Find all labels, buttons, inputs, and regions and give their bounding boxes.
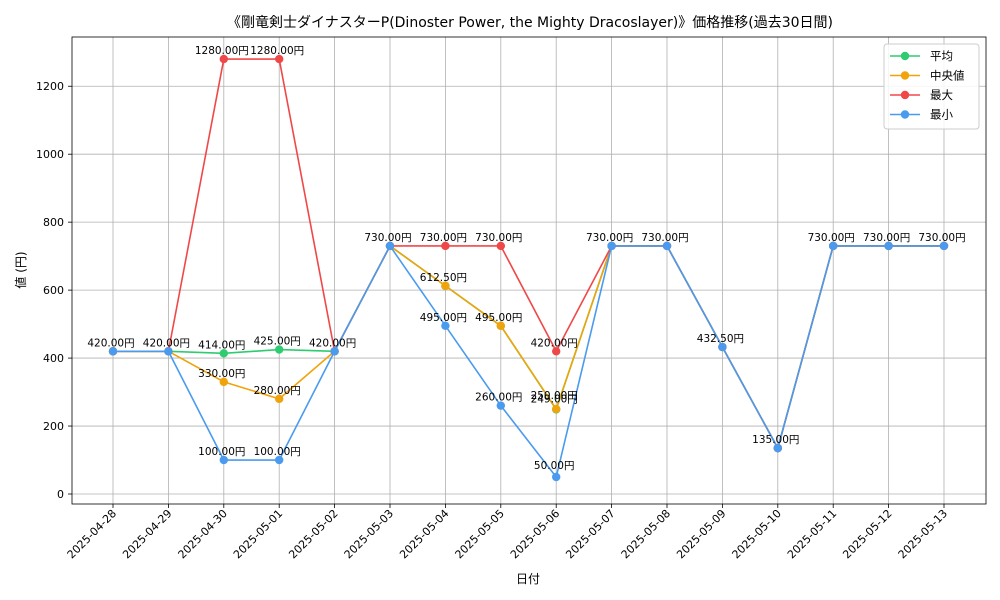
data-point bbox=[552, 404, 561, 414]
data-point bbox=[496, 241, 505, 251]
data-label: 260.00円 bbox=[475, 392, 522, 404]
y-tick-label: 600 bbox=[43, 284, 64, 297]
legend-item-3: 最小 bbox=[890, 108, 953, 122]
data-point bbox=[108, 347, 118, 356]
data-point bbox=[441, 281, 450, 291]
data-label: 432.50円 bbox=[697, 333, 744, 345]
data-label: 420.00円 bbox=[87, 337, 134, 349]
grid-lines bbox=[72, 37, 986, 504]
legend-swatch-marker bbox=[900, 110, 910, 119]
data-point bbox=[275, 394, 284, 404]
data-point bbox=[884, 241, 893, 251]
y-tick-label: 200 bbox=[43, 420, 64, 433]
data-point bbox=[718, 342, 727, 352]
data-point bbox=[552, 472, 561, 482]
legend-item-1: 中央値 bbox=[890, 69, 965, 83]
data-label: 730.00円 bbox=[420, 232, 467, 244]
data-label: 1280.00円 bbox=[250, 45, 304, 57]
y-axis-title: 値 (円) bbox=[13, 251, 28, 288]
data-label: 730.00円 bbox=[586, 232, 633, 244]
data-label: 730.00円 bbox=[808, 232, 855, 244]
data-point bbox=[496, 321, 505, 330]
data-label: 420.00円 bbox=[309, 337, 356, 349]
data-label: 135.00円 bbox=[752, 434, 799, 446]
legend-swatch-marker bbox=[900, 51, 910, 61]
data-label: 1280.00円 bbox=[195, 45, 249, 57]
data-point bbox=[219, 349, 228, 358]
plot-frame bbox=[71, 36, 987, 505]
data-point bbox=[275, 345, 284, 354]
data-point bbox=[441, 241, 450, 251]
data-label: 100.00円 bbox=[198, 446, 245, 458]
data-point bbox=[496, 401, 505, 410]
legend-box bbox=[883, 43, 980, 130]
y-axis: 0 200 400 600 800 1000 1200 bbox=[36, 80, 72, 501]
legend-label: 最大 bbox=[930, 88, 953, 102]
data-label: 495.00円 bbox=[475, 312, 522, 324]
data-point bbox=[552, 347, 561, 356]
y-tick-label: 400 bbox=[43, 352, 64, 365]
data-point bbox=[164, 347, 173, 356]
data-label: 425.00円 bbox=[254, 336, 301, 348]
x-axis-title: 日付 bbox=[516, 572, 540, 586]
legend-label: 中央値 bbox=[930, 69, 965, 83]
data-label: 730.00円 bbox=[918, 232, 965, 244]
data-label: 100.00円 bbox=[254, 446, 301, 458]
data-point bbox=[219, 54, 228, 64]
y-tick-label: 800 bbox=[43, 216, 64, 229]
data-point bbox=[275, 54, 284, 64]
data-label: 495.00円 bbox=[420, 312, 467, 324]
data-label: 730.00円 bbox=[641, 232, 688, 244]
data-point bbox=[773, 443, 782, 453]
data-point bbox=[829, 241, 838, 251]
data-point bbox=[607, 241, 616, 251]
legend-label: 最小 bbox=[930, 108, 953, 122]
data-label: 730.00円 bbox=[475, 232, 522, 244]
data-point bbox=[219, 455, 228, 465]
data-point bbox=[385, 241, 395, 251]
data-label: 414.00円 bbox=[198, 339, 245, 351]
data-label: 730.00円 bbox=[364, 232, 411, 244]
series-group bbox=[108, 54, 949, 482]
data-label: 280.00円 bbox=[254, 385, 301, 397]
data-label: 612.50円 bbox=[420, 272, 467, 284]
legend-swatch-marker bbox=[900, 71, 910, 80]
data-label: 330.00円 bbox=[198, 368, 245, 380]
chart-title: 《剛竜剣士ダイナスターP(Dinoster Power, the Mighty … bbox=[227, 14, 833, 31]
data-label: 249.00円 bbox=[531, 393, 578, 405]
y-tick-label: 0 bbox=[57, 488, 64, 501]
data-point bbox=[275, 455, 284, 465]
data-label: 420.00円 bbox=[143, 337, 190, 349]
data-label: 730.00円 bbox=[863, 232, 910, 244]
data-label: 250.00円 bbox=[531, 390, 578, 402]
data-point bbox=[939, 241, 949, 251]
data-labels: 420.00円 420.00円 414.00円 425.00円 420.00円 730.0… bbox=[87, 45, 965, 472]
data-point bbox=[662, 241, 672, 251]
data-point bbox=[330, 347, 339, 356]
series-3 bbox=[108, 241, 949, 482]
series-line bbox=[113, 245, 944, 478]
y-tick-label: 1000 bbox=[36, 148, 64, 161]
data-point bbox=[441, 321, 450, 330]
data-label: 420.00円 bbox=[531, 337, 578, 349]
data-point bbox=[219, 377, 228, 387]
legend-swatch-marker bbox=[900, 90, 910, 100]
legend-item-2: 最大 bbox=[890, 88, 953, 102]
data-label: 50.00円 bbox=[534, 460, 575, 472]
y-tick-label: 1200 bbox=[36, 80, 64, 93]
legend-item-0: 平均 bbox=[890, 49, 953, 63]
legend-label: 平均 bbox=[930, 49, 953, 63]
